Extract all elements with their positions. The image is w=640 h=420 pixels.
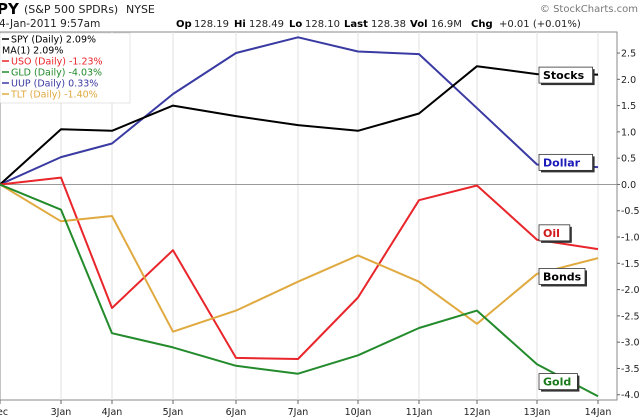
- line-annotations: Stocks Dollar Oil Bonds Gold: [538, 66, 595, 392]
- x-tick-label-6Jan: 6Jan: [226, 407, 247, 418]
- x-tick-label-4Jan: 4Jan: [102, 407, 123, 418]
- x-axis-ticks: ec 3Jan 4Jan 5Jan 6Jan 7Jan 10Jan 11Jan 12Jan 13J…: [0, 400, 611, 418]
- x-tick-label-3Jan: 3Jan: [51, 407, 72, 418]
- legend-label-uup: UUP (Daily) 0.33%: [11, 79, 98, 90]
- annotation-label-stocks: Stocks: [543, 69, 585, 82]
- x-tick-label-7Jan: 7Jan: [288, 407, 309, 418]
- ticker-name: (S&P 500 SPDRs): [24, 3, 118, 16]
- legend-item-tlt: TLT (Daily) -1.40%: [2, 90, 98, 101]
- change-label: Chg: [471, 19, 493, 30]
- series-line-uup: [0, 36, 599, 186]
- legend-label-ma: MA(1) 2.09%: [2, 46, 63, 57]
- annotation-box-bonds: [538, 268, 586, 285]
- legend-label-spy: SPY (Daily) 2.09%: [11, 35, 96, 46]
- y-tick-label-0: 2.5: [621, 49, 636, 60]
- last-value: 128.38: [371, 19, 406, 30]
- x-tick-label-10Jan: 10Jan: [345, 407, 372, 418]
- y-tick-label-7: -1.0: [621, 233, 640, 244]
- annotation-label-dollar: Dollar: [543, 156, 581, 169]
- annotation-label-gold: Gold: [543, 376, 571, 389]
- y-tick-label-12: -3.5: [621, 364, 640, 375]
- series-line-uso: [0, 176, 599, 360]
- legend-label-gld: GLD (Daily) -4.03%: [11, 68, 102, 79]
- high-value: 128.49: [249, 19, 284, 30]
- watermark: © StockCharts.com: [540, 4, 638, 15]
- annotation-box-oil: [538, 224, 571, 242]
- volume-value: 16.9M: [431, 19, 462, 30]
- y-tick-label-9: -2.0: [621, 285, 640, 296]
- ticker-symbol: PY: [0, 0, 20, 18]
- series-line-gld: [0, 183, 599, 398]
- x-tick-label-12Jan: 12Jan: [464, 407, 491, 418]
- last-label: Last: [344, 19, 368, 30]
- y-tick-label-5: 0.0: [621, 180, 636, 191]
- x-tick-label-11Jan: 11Jan: [406, 407, 433, 418]
- series-line-tlt: [0, 183, 599, 333]
- legend-label-tlt: TLT (Daily) -1.40%: [10, 90, 98, 101]
- y-tick-label-11: -3.0: [621, 338, 640, 349]
- y-tick-label-13: -4.0: [621, 390, 640, 401]
- legend-item-spy: SPY (Daily) 2.09%: [2, 35, 96, 46]
- legend-item-ma: MA(1) 2.09%: [2, 46, 63, 57]
- y-tick-label-2: 1.5: [621, 101, 636, 112]
- change-value: +0.01 (+0.01%): [499, 19, 581, 30]
- high-label: Hi: [234, 19, 246, 30]
- annotation-box-gold: [538, 373, 578, 391]
- exchange-label: NYSE: [126, 3, 155, 16]
- y-axis-ticks: 2.5 2.0 1.5 1.0 0.5 0.0 -0.5 -1.0 -1.5 -2.0 -2.5 -3…: [617, 49, 640, 401]
- legend-item-gld: GLD (Daily) -4.03%: [2, 68, 102, 79]
- y-tick-label-8: -1.5: [621, 259, 640, 270]
- y-tick-label-4: 0.5: [621, 154, 636, 165]
- series-lines: [0, 36, 599, 398]
- x-tick-label-13Jan: 13Jan: [524, 407, 551, 418]
- y-tick-label-10: -2.5: [621, 311, 640, 322]
- legend-background: [0, 32, 131, 104]
- low-value: 128.10: [305, 19, 340, 30]
- y-tick-label-6: -0.5: [621, 206, 640, 217]
- x-tick-label-14Jan: 14Jan: [585, 407, 612, 418]
- legend-item-uup: UUP (Daily) 0.33%: [2, 79, 98, 90]
- y-tick-label-3: 1.0: [621, 127, 636, 138]
- chart-header: PY (S&P 500 SPDRs) NYSE © StockCharts.co…: [0, 0, 638, 30]
- quote-date: 4-Jan-2011 9:57am: [0, 18, 100, 30]
- x-tick-label-5Jan: 5Jan: [163, 407, 184, 418]
- series-line-spy: [0, 65, 599, 186]
- legend-label-uso: USO (Daily) -1.23%: [11, 57, 103, 68]
- legend: SPY (Daily) 2.09% MA(1) 2.09% USO (Daily…: [0, 32, 131, 104]
- plot-frame: [0, 31, 618, 401]
- open-label: Op: [176, 19, 192, 30]
- annotation-label-bonds: Bonds: [543, 270, 582, 283]
- open-value: 128.19: [194, 19, 229, 30]
- volume-label: Vol: [410, 19, 428, 30]
- annotation-box-stocks: [538, 66, 593, 84]
- x-tick-label-ec: ec: [0, 407, 8, 418]
- y-tick-label-1: 2.0: [621, 75, 636, 86]
- annotation-label-oil: Oil: [543, 227, 560, 240]
- low-label: Lo: [289, 19, 302, 30]
- annotation-box-dollar: [538, 153, 593, 171]
- legend-item-uso: USO (Daily) -1.23%: [2, 57, 103, 68]
